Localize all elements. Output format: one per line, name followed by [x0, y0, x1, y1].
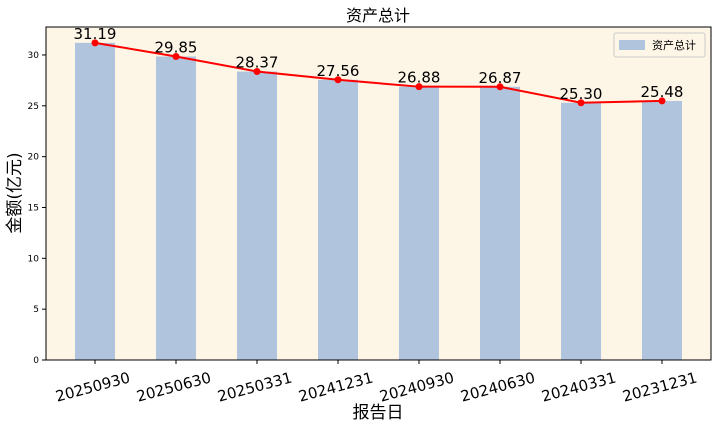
x-tick-label: 20250630 [135, 368, 213, 405]
point-20250630 [172, 52, 180, 60]
legend-label: 资产总计 [652, 38, 696, 52]
point-20231231 [658, 97, 666, 105]
y-axis-label: 金额(亿元) [5, 152, 25, 233]
data-label-20240331: 25.30 [560, 85, 603, 103]
bar-20250331 [237, 71, 277, 360]
legend: 资产总计 [613, 32, 706, 58]
point-20240930 [415, 83, 423, 91]
y-tick-label: 20 [28, 153, 40, 163]
data-label-20240930: 26.88 [398, 69, 441, 87]
y-tick-label: 0 [33, 356, 39, 366]
legend-box [613, 32, 706, 58]
data-label-20250331: 28.37 [236, 54, 279, 72]
x-tick-label: 20250930 [54, 368, 132, 405]
bar-20240930 [399, 86, 439, 361]
y-tick-label: 15 [28, 203, 39, 213]
series-line [94, 41, 663, 104]
point-20241231 [334, 76, 342, 84]
y-tick-label: 5 [33, 305, 39, 315]
x-tick-label: 20250331 [216, 368, 294, 405]
data-label-20250630: 29.85 [155, 38, 198, 56]
bar-20250930 [75, 42, 115, 360]
x-axis-label: 报告日 [353, 403, 404, 423]
y-axis: 0 5 10 15 20 25 30 [28, 51, 46, 366]
x-tick-label: 20240331 [540, 368, 618, 405]
x-axis: 20250930 20250630 20250331 20241231 20240930… [54, 360, 699, 406]
x-tick-label: 20240930 [378, 368, 456, 405]
point-20250930 [91, 39, 99, 47]
bar-20240630 [480, 86, 520, 361]
point-20240630 [496, 83, 504, 91]
y-tick-label: 10 [28, 254, 40, 264]
line-group [94, 41, 663, 104]
x-tick-label: 20240630 [459, 368, 537, 405]
x-tick-label: 20241231 [297, 368, 375, 405]
bar-20240331 [561, 102, 601, 360]
data-label-20250930: 31.19 [74, 25, 117, 43]
plot-background [46, 27, 711, 360]
bar-20231231 [642, 100, 682, 361]
data-label-20241231: 27.56 [317, 62, 360, 80]
point-20240331 [577, 99, 585, 107]
data-labels-group: 31.19 29.85 28.37 27.56 26.88 26.87 25.30 25.48 [74, 25, 684, 103]
bar-20241231 [318, 79, 358, 360]
y-tick-label: 25 [28, 102, 39, 112]
data-label-20240630: 26.87 [479, 69, 522, 87]
plot-frame [45, 26, 712, 361]
x-tick-label: 20231231 [621, 368, 699, 405]
legend-swatch [619, 40, 645, 50]
y-tick-label: 30 [28, 51, 40, 61]
markers-group [91, 39, 666, 107]
point-20250331 [253, 68, 261, 76]
bars-group [75, 42, 682, 361]
bar-20250630 [156, 56, 196, 360]
chart-title: 资产总计 [346, 6, 410, 25]
data-label-20231231: 25.48 [641, 83, 684, 101]
